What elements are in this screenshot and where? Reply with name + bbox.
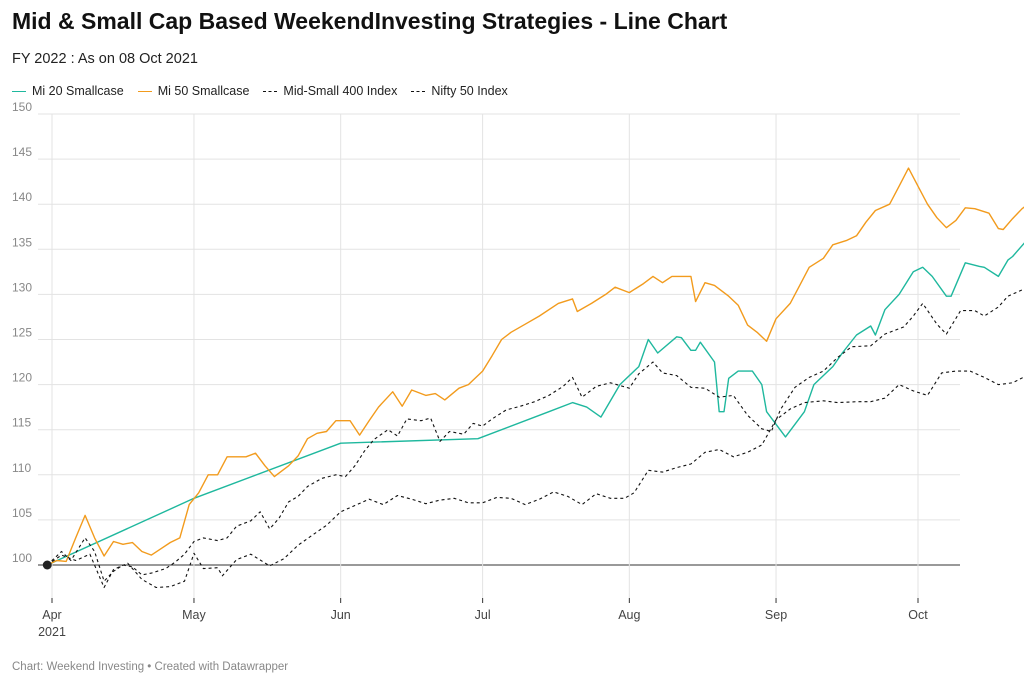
legend-item-midsmall400: Mid-Small 400 Index [263, 84, 397, 98]
legend-label-mi50: Mi 50 Smallcase [157, 84, 250, 98]
legend-label-nifty50: Nifty 50 Index [431, 84, 508, 98]
series-line-2 [46, 287, 1024, 582]
series-line-0 [47, 242, 1024, 566]
legend-item-mi50: Mi 50 Smallcase [137, 84, 250, 98]
x-tick-label: Sep [765, 608, 787, 622]
legend-swatch-midsmall400 [263, 90, 278, 92]
y-tick-label: 115 [12, 416, 31, 430]
legend-item-mi20: Mi 20 Smallcase [12, 84, 124, 98]
y-tick-label: 130 [12, 280, 32, 294]
chart-title: Mid & Small Cap Based WeekendInvesting S… [12, 8, 728, 34]
y-tick-label: 100 [12, 551, 32, 565]
start-point-dot [42, 560, 52, 570]
y-tick-label: 110 [12, 461, 31, 475]
legend-item-nifty50: Nifty 50 Index [411, 84, 508, 98]
y-tick-label: 125 [12, 326, 32, 340]
x-tick-label: Apr [42, 608, 61, 622]
y-tick-label: 150 [12, 100, 32, 114]
legend-swatch-nifty50 [411, 90, 426, 92]
y-tick-label: 105 [12, 506, 32, 520]
x-tick-sublabel: 2021 [38, 625, 66, 639]
x-tick-label: Oct [908, 608, 928, 622]
legend-label-mi20: Mi 20 Smallcase [32, 84, 124, 98]
legend-swatch-mi20 [12, 90, 26, 92]
y-tick-label: 135 [12, 235, 32, 249]
x-tick-label: Aug [618, 608, 640, 622]
y-tick-label: 120 [12, 371, 32, 385]
x-tick-label: Jul [475, 608, 491, 622]
x-tick-label: May [182, 608, 206, 622]
series-line-1 [46, 167, 1024, 566]
legend-swatch-mi50 [137, 90, 152, 92]
x-tick-label: Jun [331, 608, 351, 622]
chart-subtitle: FY 2022 : As on 08 Oct 2021 [12, 51, 198, 67]
y-tick-label: 145 [12, 145, 32, 159]
y-tick-label: 140 [12, 190, 32, 204]
legend-label-midsmall400: Mid-Small 400 Index [283, 84, 398, 98]
legend: Mi 20 Smallcase Mi 50 Smallcase Mid-Smal… [12, 84, 508, 98]
chart-credit: Chart: Weekend Investing • Created with … [12, 661, 289, 673]
series-line-3 [46, 370, 1024, 589]
